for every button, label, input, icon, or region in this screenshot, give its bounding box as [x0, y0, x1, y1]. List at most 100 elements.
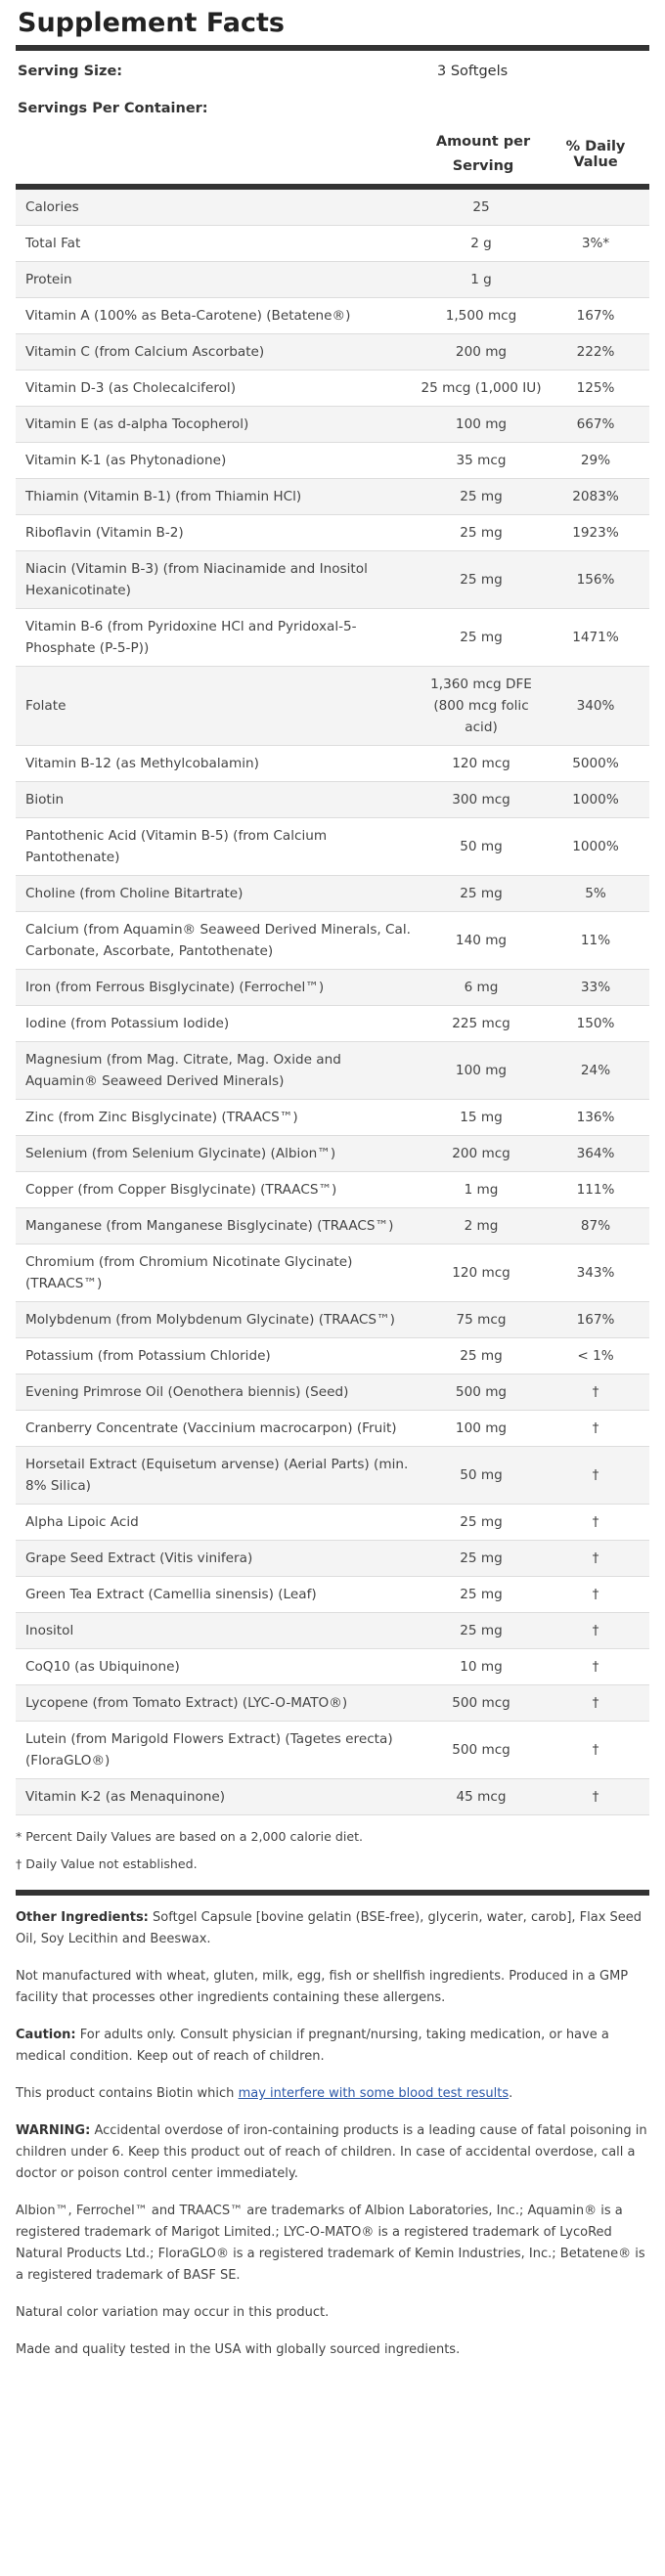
nutrient-daily-value: 5%: [542, 875, 649, 912]
supplement-facts-panel: Supplement Facts Serving Size: 3 Softgel…: [16, 8, 649, 2361]
nutrient-daily-value: 1923%: [542, 514, 649, 551]
nutrient-daily-value: 1471%: [542, 608, 649, 667]
table-row: Choline (from Choline Bitartrate) 25 mg 5%: [16, 875, 649, 912]
nutrient-amount: 6 mg: [421, 969, 542, 1006]
table-row: Calcium (from Aquamin® Seaweed Derived M…: [16, 911, 649, 970]
table-row: Thiamin (Vitamin B-1) (from Thiamin HCl)…: [16, 478, 649, 515]
nutrient-amount: 10 mg: [421, 1648, 542, 1685]
nutrient-name: Vitamin C (from Calcium Ascorbate): [16, 333, 421, 371]
table-row: Vitamin C (from Calcium Ascorbate) 200 mg…: [16, 333, 649, 371]
nutrient-daily-value: 1000%: [542, 781, 649, 818]
nutrient-daily-value: < 1%: [542, 1337, 649, 1375]
nutrient-name: Molybdenum (from Molybdenum Glycinate) (…: [16, 1301, 421, 1338]
table-row: Vitamin D-3 (as Cholecalciferol) 25 mcg (…: [16, 370, 649, 407]
nutrient-amount: 200 mcg: [421, 1135, 542, 1172]
footnote-dagger: † Daily Value not established.: [16, 1856, 198, 1871]
nutrient-daily-value: 136%: [542, 1099, 649, 1136]
nutrient-daily-value: 156%: [542, 550, 649, 609]
nutrient-name: Calcium (from Aquamin® Seaweed Derived M…: [16, 911, 421, 970]
caution: Caution: For adults only. Consult physic…: [16, 2025, 649, 2068]
nutrient-amount: 500 mcg: [421, 1684, 542, 1722]
nutrient-name: Lycopene (from Tomato Extract) (LYC-O-MA…: [16, 1684, 421, 1722]
nutrient-name: Vitamin K-2 (as Menaquinone): [16, 1778, 421, 1815]
nutrient-amount: 50 mg: [421, 1446, 542, 1505]
nutrient-amount: 500 mg: [421, 1374, 542, 1411]
table-row: Zinc (from Zinc Bisglycinate) (TRAACS™) 1…: [16, 1099, 649, 1136]
nutrient-name: Thiamin (Vitamin B-1) (from Thiamin HCl): [16, 478, 421, 515]
nutrient-name: Manganese (from Manganese Bisglycinate) …: [16, 1207, 421, 1244]
nutrient-name: Choline (from Choline Bitartrate): [16, 875, 421, 912]
nutrient-amount: 75 mcg: [421, 1301, 542, 1338]
table-row: Iodine (from Potassium Iodide) 225 mcg 150…: [16, 1005, 649, 1042]
nutrient-daily-value: †: [542, 1648, 649, 1685]
nutrient-amount: 500 mcg: [421, 1721, 542, 1779]
nutrient-daily-value: †: [542, 1576, 649, 1613]
nutrient-name: Lutein (from Marigold Flowers Extract) (…: [16, 1721, 421, 1779]
footnote-dv: * Percent Daily Values are based on a 2,…: [16, 1829, 364, 1844]
nutrient-daily-value: 29%: [542, 442, 649, 479]
other-ingredients: Other Ingredients: Softgel Capsule [bovi…: [16, 1907, 649, 1950]
daily-value-header: % Daily Value: [565, 139, 626, 170]
trademarks-note: Albion™, Ferrochel™ and TRAACS™ are trad…: [16, 2204, 645, 2283]
servings-per-container-label: Servings Per Container:: [18, 101, 208, 116]
table-row: Grape Seed Extract (Vitis vinifera) 25 mg…: [16, 1540, 649, 1577]
nutrient-amount: 1,500 mcg: [421, 297, 542, 334]
nutrient-amount: 15 mg: [421, 1099, 542, 1136]
table-row: Copper (from Copper Bisglycinate) (TRAAC…: [16, 1171, 649, 1208]
page-title: Supplement Facts: [18, 8, 285, 38]
nutrient-amount: 2 mg: [421, 1207, 542, 1244]
nutrient-amount: 200 mg: [421, 333, 542, 371]
warning-label: WARNING:: [16, 2123, 91, 2138]
nutrient-daily-value: †: [542, 1684, 649, 1722]
table-row: Magnesium (from Mag. Citrate, Mag. Oxide…: [16, 1041, 649, 1100]
footnotes: * Percent Daily Values are based on a 2,…: [16, 1815, 649, 1896]
nutrient-name: Grape Seed Extract (Vitis vinifera): [16, 1540, 421, 1577]
nutrient-amount: 1 g: [421, 261, 542, 298]
table-row: Inositol 25 mg †: [16, 1612, 649, 1649]
table-row: Potassium (from Potassium Chloride) 25 mg…: [16, 1337, 649, 1375]
table-row: Vitamin K-1 (as Phytonadione) 35 mcg 29%: [16, 442, 649, 479]
nutrient-daily-value: 167%: [542, 297, 649, 334]
nutrient-amount: 25 mg: [421, 1540, 542, 1577]
table-row: Iron (from Ferrous Bisglycinate) (Ferroc…: [16, 969, 649, 1006]
table-row: Niacin (Vitamin B-3) (from Niacinamide a…: [16, 550, 649, 609]
table-row: Total Fat 2 g 3%*: [16, 225, 649, 262]
nutrient-name: Total Fat: [16, 225, 421, 262]
nutrient-amount: 35 mcg: [421, 442, 542, 479]
nutrient-amount: 140 mg: [421, 911, 542, 970]
nutrient-daily-value: 33%: [542, 969, 649, 1006]
nutrient-daily-value: †: [542, 1778, 649, 1815]
nutrient-daily-value: †: [542, 1410, 649, 1447]
biotin-text: This product contains Biotin which: [16, 2086, 235, 2101]
product-info: Other Ingredients: Softgel Capsule [bovi…: [16, 1896, 649, 2361]
nutrient-name: Zinc (from Zinc Bisglycinate) (TRAACS™): [16, 1099, 421, 1136]
nutrient-amount: 1 mg: [421, 1171, 542, 1208]
table-row: Alpha Lipoic Acid 25 mg †: [16, 1504, 649, 1541]
nutrient-name: Cranberry Concentrate (Vaccinium macroca…: [16, 1410, 421, 1447]
table-row: Biotin 300 mcg 1000%: [16, 781, 649, 818]
table-row: Vitamin B-6 (from Pyridoxine HCl and Pyr…: [16, 608, 649, 667]
biotin-link[interactable]: may interfere with some blood test resul…: [238, 2086, 510, 2101]
nutrient-amount: 120 mcg: [421, 745, 542, 782]
nutrient-amount: 25 mg: [421, 608, 542, 667]
table-row: Vitamin A (100% as Beta-Carotene) (Betat…: [16, 297, 649, 334]
table-row: Vitamin K-2 (as Menaquinone) 45 mcg †: [16, 1778, 649, 1815]
nutrient-daily-value: 167%: [542, 1301, 649, 1338]
nutrient-name: Calories: [16, 190, 421, 226]
nutrient-name: Pantothenic Acid (Vitamin B-5) (from Cal…: [16, 817, 421, 876]
nutrient-daily-value: †: [542, 1721, 649, 1779]
table-row: Lycopene (from Tomato Extract) (LYC-O-MA…: [16, 1684, 649, 1722]
warning: WARNING: Accidental overdose of iron-con…: [16, 2120, 649, 2185]
biotin-note: This product contains Biotin which may i…: [16, 2083, 649, 2105]
manufacturing-note: Not manufactured with wheat, gluten, mil…: [16, 1969, 629, 2005]
table-row: Molybdenum (from Molybdenum Glycinate) (…: [16, 1301, 649, 1338]
nutrient-name: Vitamin K-1 (as Phytonadione): [16, 442, 421, 479]
nutrient-daily-value: †: [542, 1540, 649, 1577]
nutrient-name: Vitamin A (100% as Beta-Carotene) (Betat…: [16, 297, 421, 334]
nutrient-amount: 100 mg: [421, 406, 542, 443]
nutrient-amount: 25 mg: [421, 478, 542, 515]
nutrient-name: Vitamin D-3 (as Cholecalciferol): [16, 370, 421, 407]
table-row: Lutein (from Marigold Flowers Extract) (…: [16, 1721, 649, 1779]
nutrient-daily-value: 111%: [542, 1171, 649, 1208]
nutrient-name: Vitamin B-12 (as Methylcobalamin): [16, 745, 421, 782]
